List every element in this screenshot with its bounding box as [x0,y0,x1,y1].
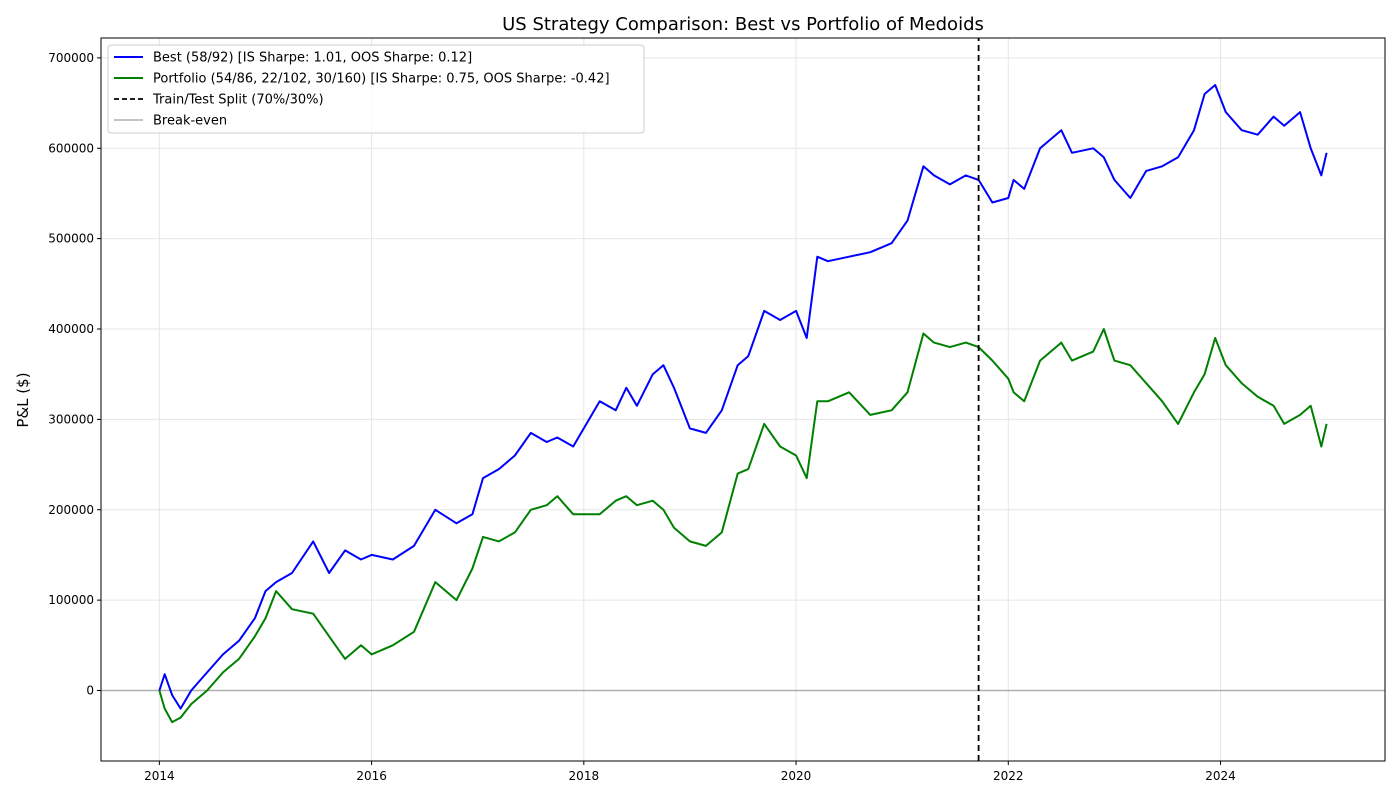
y-tick-label: 0 [86,684,94,698]
y-tick-label: 400000 [48,322,94,336]
x-tick-label: 2016 [356,769,387,783]
y-tick-label: 200000 [48,503,94,517]
legend-box [107,44,645,134]
legend: Best (58/92) [IS Sharpe: 1.01, OOS Sharp… [107,44,645,134]
grid [101,38,1385,761]
chart-title: US Strategy Comparison: Best vs Portfoli… [502,14,984,35]
y-axis-ticks: 0 100000 200000 300000 400000 500000 600000 700… [48,51,101,698]
series-line-portfolio [158,328,1328,724]
plot-frame [100,37,1386,762]
x-axis-ticks: 2014 2016 2018 2020 2022 2024 [144,761,1236,783]
y-tick-label: 700000 [48,51,94,65]
x-tick-label: 2014 [144,769,175,783]
legend-entry-label: Break-even [153,114,227,129]
legend-entry-label: Train/Test Split (70%/30%) [152,93,324,108]
series-line-best [158,84,1328,710]
x-tick-label: 2018 [569,769,600,783]
y-tick-label: 500000 [48,232,94,246]
series-layer [101,38,1385,761]
y-axis-label: P&L ($) [14,372,32,427]
legend-entry-label: Best (58/92) [IS Sharpe: 1.01, OOS Sharp… [153,51,472,66]
y-tick-label: 300000 [48,412,94,426]
x-tick-label: 2024 [1205,769,1236,783]
x-tick-label: 2022 [993,769,1024,783]
x-tick-label: 2020 [781,769,812,783]
legend-entry-label: Portfolio (54/86, 22/102, 30/160) [IS Sh… [153,72,610,87]
y-tick-label: 100000 [48,593,94,607]
y-tick-label: 600000 [48,141,94,155]
